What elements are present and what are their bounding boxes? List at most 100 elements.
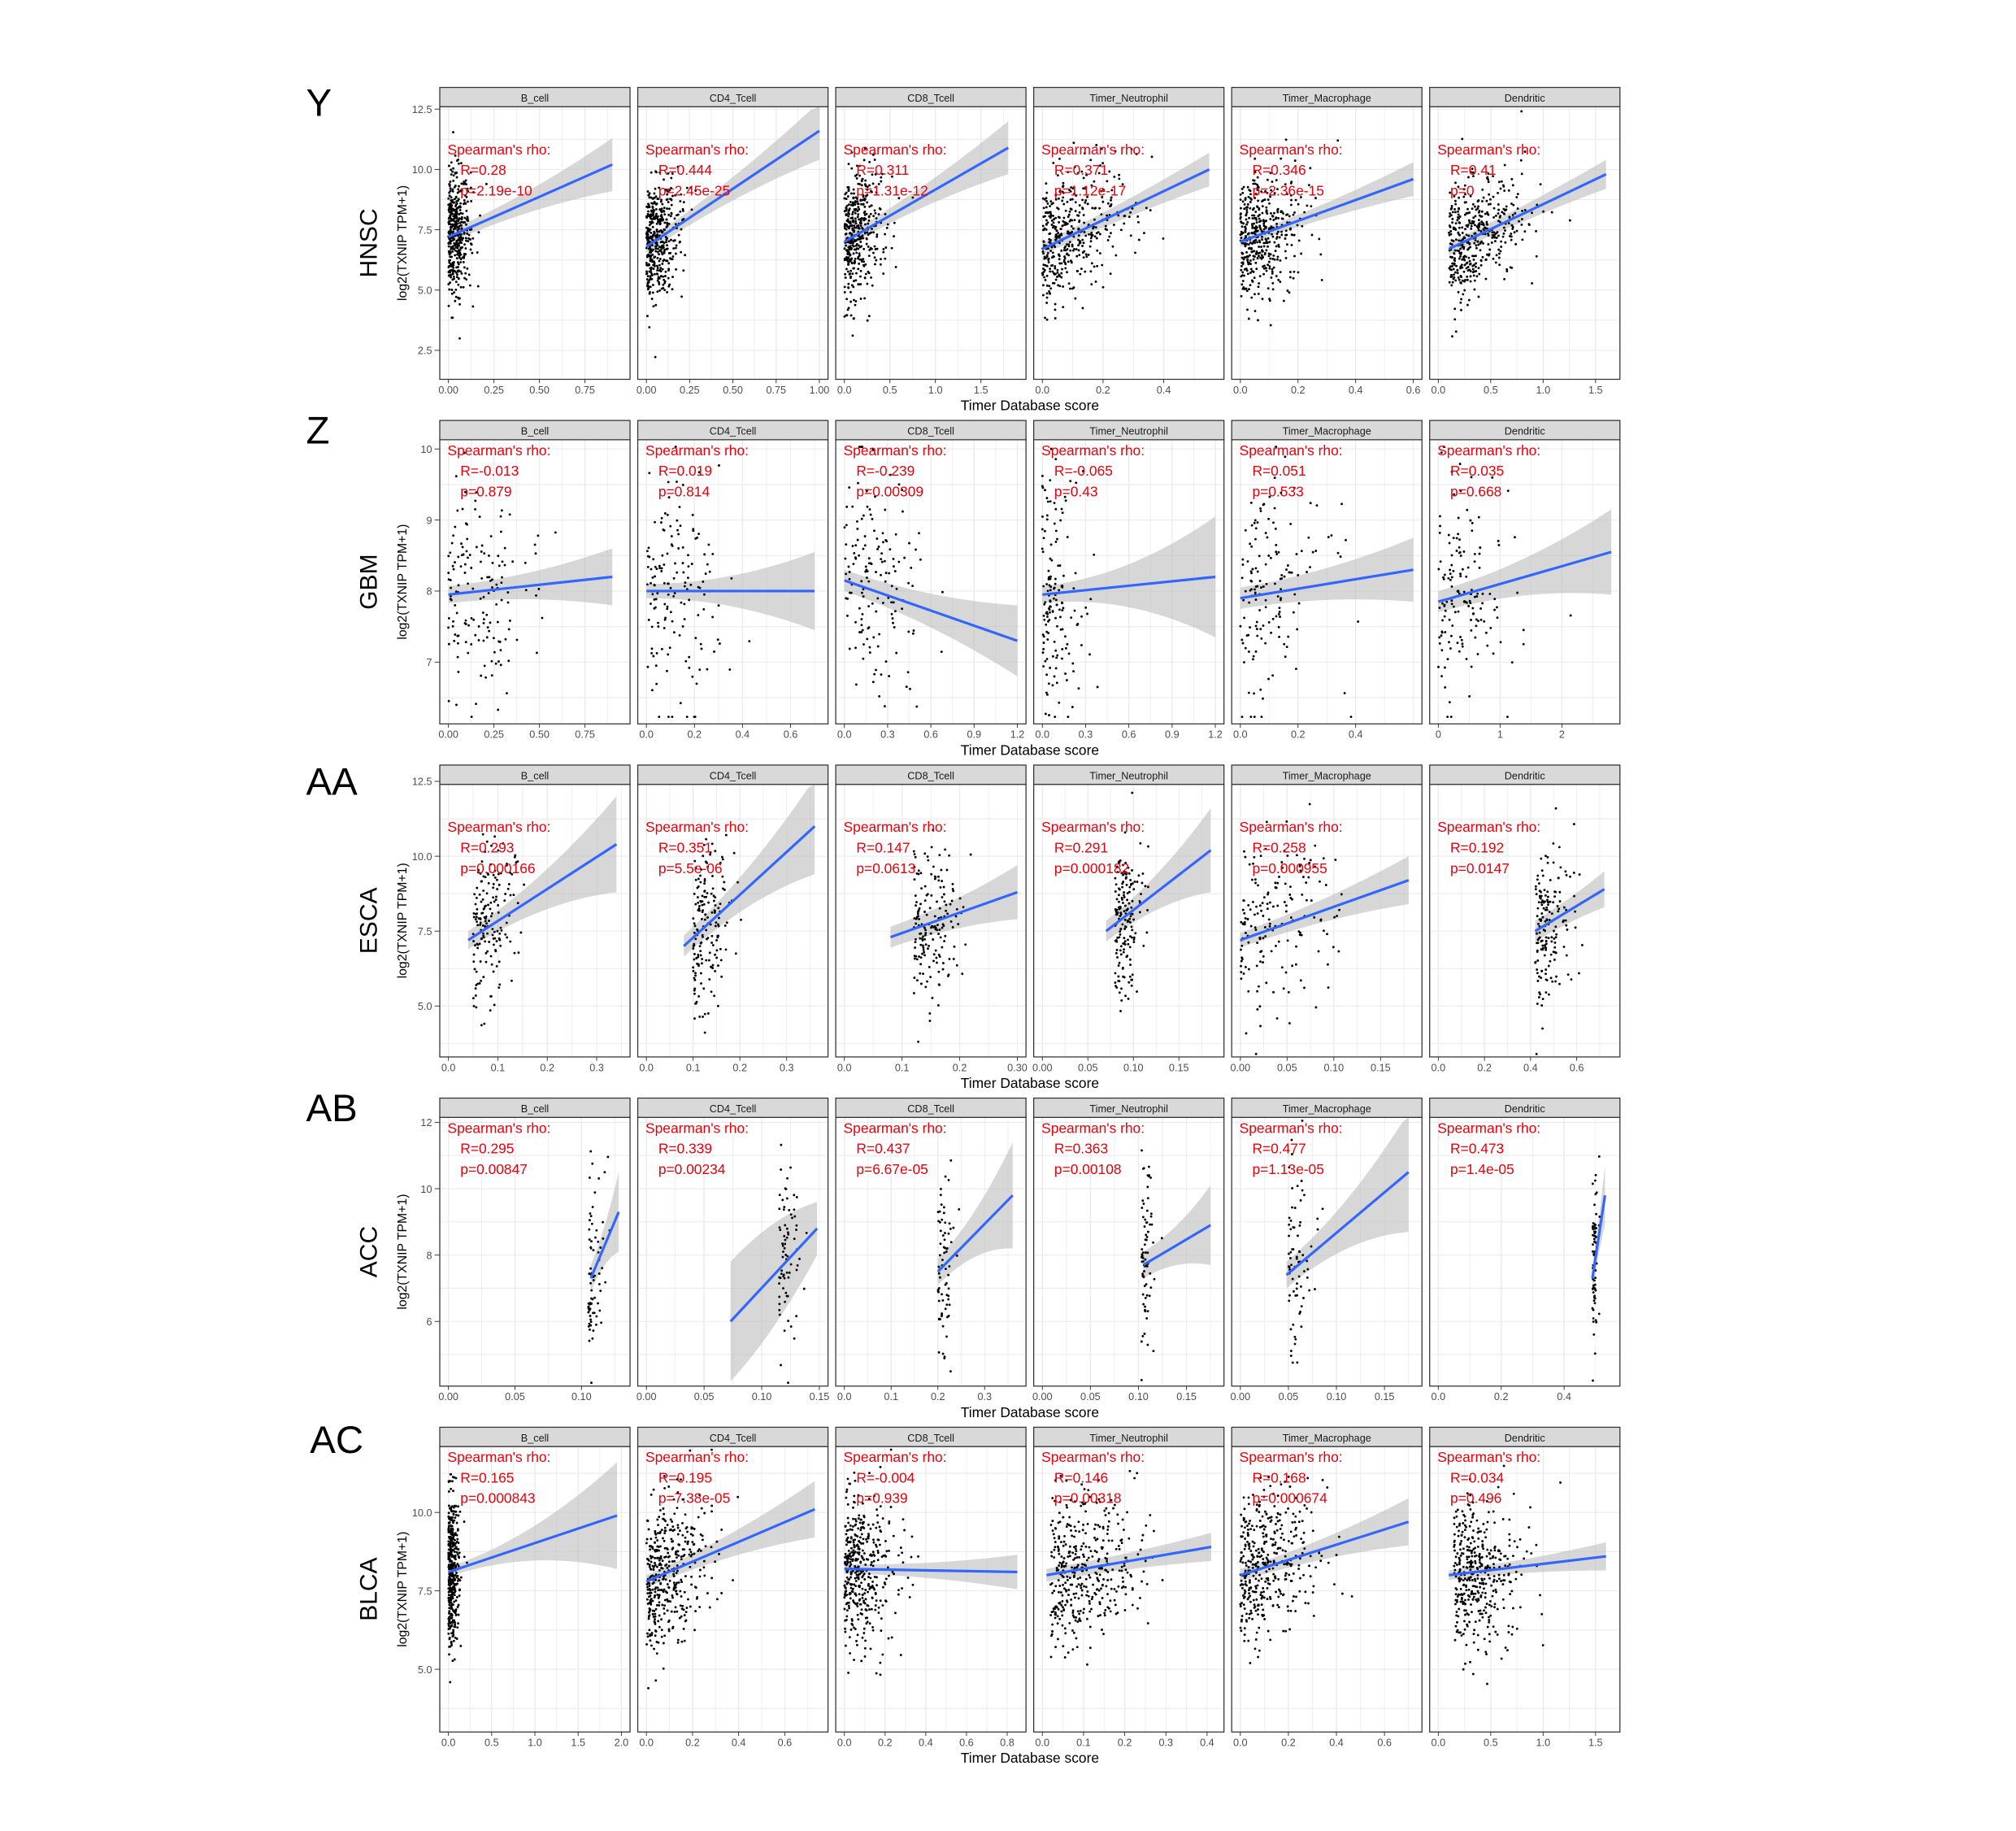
data-point xyxy=(885,226,889,229)
data-point xyxy=(506,887,510,890)
data-point xyxy=(843,247,846,250)
x-tick-label: 0.1 xyxy=(491,1062,506,1073)
data-point xyxy=(867,557,871,560)
data-point xyxy=(1067,213,1071,216)
data-point xyxy=(1252,179,1255,182)
data-point xyxy=(1254,228,1258,231)
data-point xyxy=(1510,202,1513,205)
data-point xyxy=(1045,630,1049,633)
data-point xyxy=(1053,587,1055,590)
data-point xyxy=(1074,572,1077,575)
data-point xyxy=(1130,936,1133,939)
data-point xyxy=(849,220,852,224)
data-point xyxy=(849,246,852,250)
data-point xyxy=(1486,211,1489,214)
data-point xyxy=(1048,714,1050,717)
data-point xyxy=(1081,470,1084,472)
data-point xyxy=(474,994,477,997)
data-point xyxy=(492,937,495,940)
data-point xyxy=(681,562,684,564)
data-point xyxy=(1268,241,1271,244)
data-point xyxy=(1048,607,1050,610)
data-point xyxy=(1308,861,1311,864)
data-point xyxy=(1047,569,1050,572)
data-point xyxy=(1093,265,1096,268)
stat-header: Spearman's rho: xyxy=(447,819,550,835)
data-point xyxy=(1049,577,1052,581)
data-point xyxy=(1129,211,1132,214)
data-point xyxy=(716,638,719,642)
data-point xyxy=(1086,202,1089,206)
data-point xyxy=(1110,196,1113,199)
data-point xyxy=(941,968,945,971)
data-point xyxy=(1277,278,1280,281)
data-point xyxy=(1129,920,1132,924)
data-point xyxy=(945,868,949,872)
data-point xyxy=(844,193,847,196)
data-point xyxy=(1276,211,1280,214)
data-point xyxy=(849,192,853,195)
data-point xyxy=(882,541,884,544)
data-point xyxy=(1456,589,1459,593)
y-tick-label: 5.0 xyxy=(418,285,432,296)
data-point xyxy=(1048,289,1050,293)
data-point xyxy=(1280,573,1284,576)
data-point xyxy=(666,207,668,211)
data-point xyxy=(1114,254,1118,257)
data-point xyxy=(1125,955,1128,959)
data-point xyxy=(1510,224,1514,227)
data-point xyxy=(697,904,701,907)
data-point xyxy=(694,972,697,975)
data-point xyxy=(846,308,849,311)
data-point xyxy=(1492,652,1495,655)
data-point xyxy=(1243,911,1246,915)
data-point xyxy=(1296,854,1298,857)
data-point xyxy=(845,228,848,231)
data-point xyxy=(1471,267,1475,271)
data-point xyxy=(669,611,672,614)
data-point xyxy=(1137,238,1141,241)
data-point xyxy=(1278,611,1281,613)
data-point xyxy=(1453,227,1457,230)
data-point xyxy=(458,233,462,236)
data-point xyxy=(1457,290,1460,294)
data-point xyxy=(854,544,858,547)
data-point xyxy=(1244,241,1247,245)
data-point xyxy=(1254,216,1258,220)
data-point xyxy=(1124,871,1127,874)
data-point xyxy=(1357,620,1360,623)
data-point xyxy=(470,567,473,569)
data-point xyxy=(452,167,455,170)
data-point xyxy=(1440,451,1443,454)
data-point xyxy=(698,945,702,948)
data-point xyxy=(1053,675,1056,678)
data-point xyxy=(1267,263,1269,267)
data-point xyxy=(866,637,869,641)
data-point xyxy=(732,851,736,855)
stat-r-value: R=0.41 xyxy=(1450,162,1497,178)
data-point xyxy=(1046,202,1049,205)
data-point xyxy=(1054,267,1057,270)
data-point xyxy=(1128,975,1132,978)
data-point xyxy=(1100,189,1103,193)
data-point xyxy=(1054,667,1058,670)
data-point xyxy=(864,570,867,573)
data-point xyxy=(1258,985,1260,988)
data-point xyxy=(651,274,654,276)
data-point xyxy=(1117,214,1120,217)
data-point xyxy=(1462,293,1465,296)
data-point xyxy=(706,1012,710,1015)
data-point xyxy=(1064,245,1067,248)
data-point xyxy=(1080,615,1083,618)
data-point xyxy=(1067,171,1070,174)
data-point xyxy=(449,241,452,244)
data-point xyxy=(922,935,925,938)
x-tick-label: 1 xyxy=(1497,729,1503,741)
data-point xyxy=(864,218,867,220)
data-point xyxy=(693,931,696,934)
data-point xyxy=(1462,550,1466,553)
data-point xyxy=(1283,849,1286,852)
data-point xyxy=(1296,224,1299,227)
data-point xyxy=(862,643,865,646)
